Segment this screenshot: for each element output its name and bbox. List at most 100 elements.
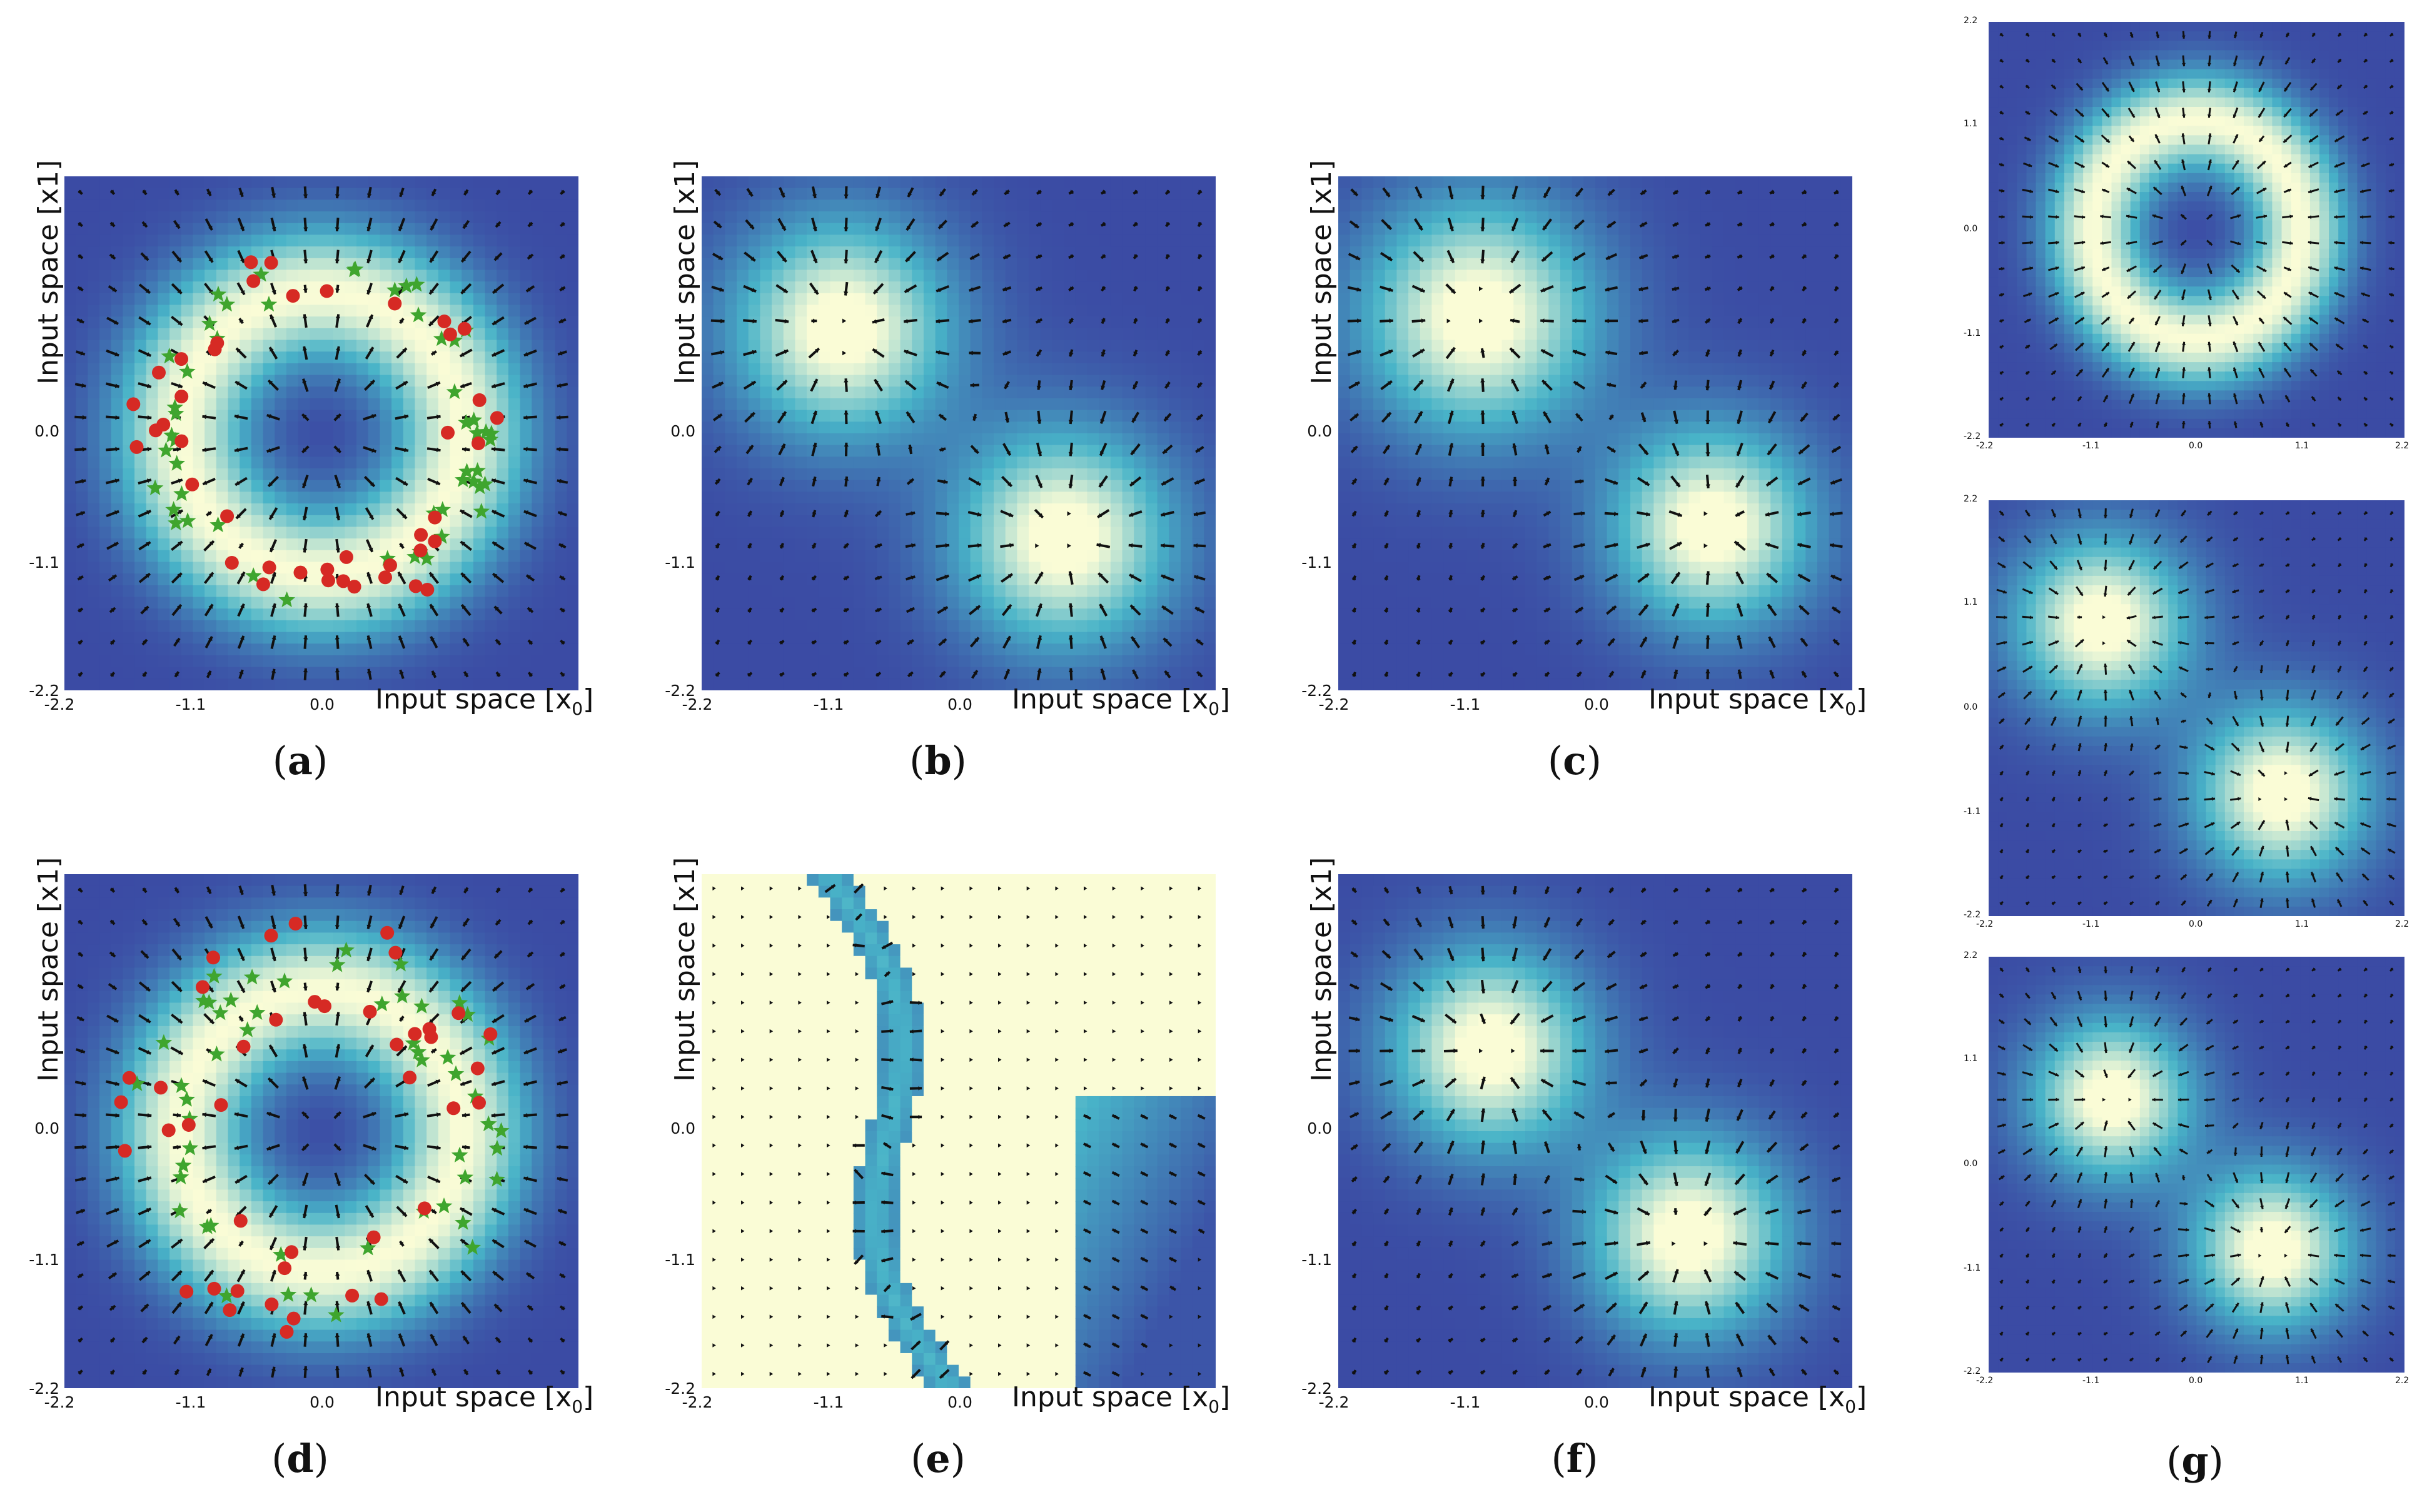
heat-cell	[877, 305, 889, 317]
heat-cell	[830, 199, 842, 212]
heat-cell	[368, 456, 381, 469]
heat-cell	[900, 234, 913, 247]
vector-arrowhead	[461, 289, 466, 294]
heat-cell	[900, 211, 913, 224]
heat-cell	[99, 503, 112, 516]
heat-cell	[1145, 491, 1158, 504]
heat-cell	[111, 515, 124, 528]
heat-cell	[146, 340, 159, 353]
heat-cell	[830, 211, 842, 224]
heat-cell	[1192, 328, 1205, 341]
heat-cell	[923, 293, 936, 306]
heat-cell	[1192, 433, 1205, 446]
heat-cell	[333, 281, 346, 294]
heatmap-b	[702, 176, 1216, 690]
heat-cell	[1192, 527, 1205, 539]
heat-cell	[321, 270, 334, 282]
heat-cell	[228, 620, 241, 633]
heat-cell	[450, 246, 462, 259]
heat-cell	[1005, 316, 1018, 329]
vector-arrowhead	[812, 476, 817, 481]
heat-cell	[865, 421, 878, 434]
heat-cell	[783, 270, 796, 282]
heat-cell	[935, 655, 948, 668]
heat-cell	[310, 305, 322, 317]
heat-cell	[1005, 678, 1018, 690]
vector-arrowhead	[783, 288, 788, 293]
heat-cell	[1192, 258, 1205, 271]
vector-arrowhead	[208, 636, 213, 642]
heat-cell	[1169, 223, 1181, 236]
heat-cell	[842, 410, 854, 423]
heat-cell	[286, 234, 299, 247]
heat-cell	[923, 585, 936, 598]
heat-cell	[333, 188, 346, 201]
sample-dot	[437, 315, 452, 328]
heat-cell	[947, 199, 959, 212]
heat-cell	[877, 234, 889, 247]
heat-cell	[1017, 199, 1029, 212]
heat-cell	[1169, 363, 1181, 376]
heat-cell	[818, 258, 831, 271]
heat-cell	[830, 456, 842, 469]
heat-cell	[462, 176, 474, 189]
heat-cell	[900, 456, 913, 469]
heat-cell	[865, 223, 878, 236]
heat-cell	[216, 176, 229, 189]
heat-cell	[1040, 585, 1053, 598]
heat-cell	[99, 398, 112, 411]
heat-cell	[508, 456, 521, 469]
heat-cell	[702, 223, 714, 236]
heat-cell	[725, 328, 737, 341]
heat-cell	[426, 491, 439, 504]
heat-cell	[737, 199, 749, 212]
heat-cell	[263, 176, 276, 189]
vector-arrowhead	[1067, 543, 1071, 548]
heat-cell	[543, 199, 556, 212]
heat-cell	[888, 258, 901, 271]
heat-cell	[520, 234, 533, 247]
heat-cell	[772, 573, 784, 586]
heat-cell	[1192, 176, 1205, 189]
heat-cell	[842, 211, 854, 224]
heat-cell	[783, 667, 796, 680]
vector-arrowhead	[1134, 286, 1138, 291]
heat-cell	[146, 293, 159, 306]
heat-cell	[88, 527, 100, 539]
heat-cell	[783, 363, 796, 376]
heat-cell	[1029, 655, 1041, 668]
heat-cell	[947, 176, 959, 189]
heat-cell	[520, 199, 533, 212]
heat-cell	[286, 585, 299, 598]
heat-cell	[99, 655, 112, 668]
heat-cell	[251, 527, 264, 539]
vector-arrowhead	[1004, 384, 1009, 389]
heat-cell	[88, 480, 100, 493]
heat-cell	[994, 515, 1006, 528]
heat-cell	[1017, 375, 1029, 388]
heat-cell	[263, 351, 276, 364]
vector-arrowhead	[79, 318, 84, 323]
heat-cell	[532, 386, 544, 399]
vector-arrowhead	[336, 516, 341, 520]
heat-cell	[368, 270, 381, 282]
heat-cell	[818, 573, 831, 586]
vector-arrowhead	[80, 351, 85, 356]
heat-cell	[123, 550, 135, 563]
heat-cell	[760, 211, 772, 224]
heat-cell	[912, 305, 924, 317]
sample-dot	[339, 550, 353, 564]
heat-cell	[169, 550, 182, 563]
heat-cell	[204, 445, 217, 458]
heat-cell	[970, 491, 983, 504]
vector-arrowhead	[208, 258, 213, 263]
heat-cell	[737, 433, 749, 446]
heat-cell	[462, 538, 474, 551]
heat-cell	[713, 573, 726, 586]
vector-arrowhead	[875, 258, 879, 263]
heat-cell	[1099, 678, 1111, 690]
vector-arrowhead	[752, 350, 757, 355]
heat-cell	[807, 550, 819, 563]
heat-cell	[772, 199, 784, 212]
heat-cell	[959, 410, 971, 423]
